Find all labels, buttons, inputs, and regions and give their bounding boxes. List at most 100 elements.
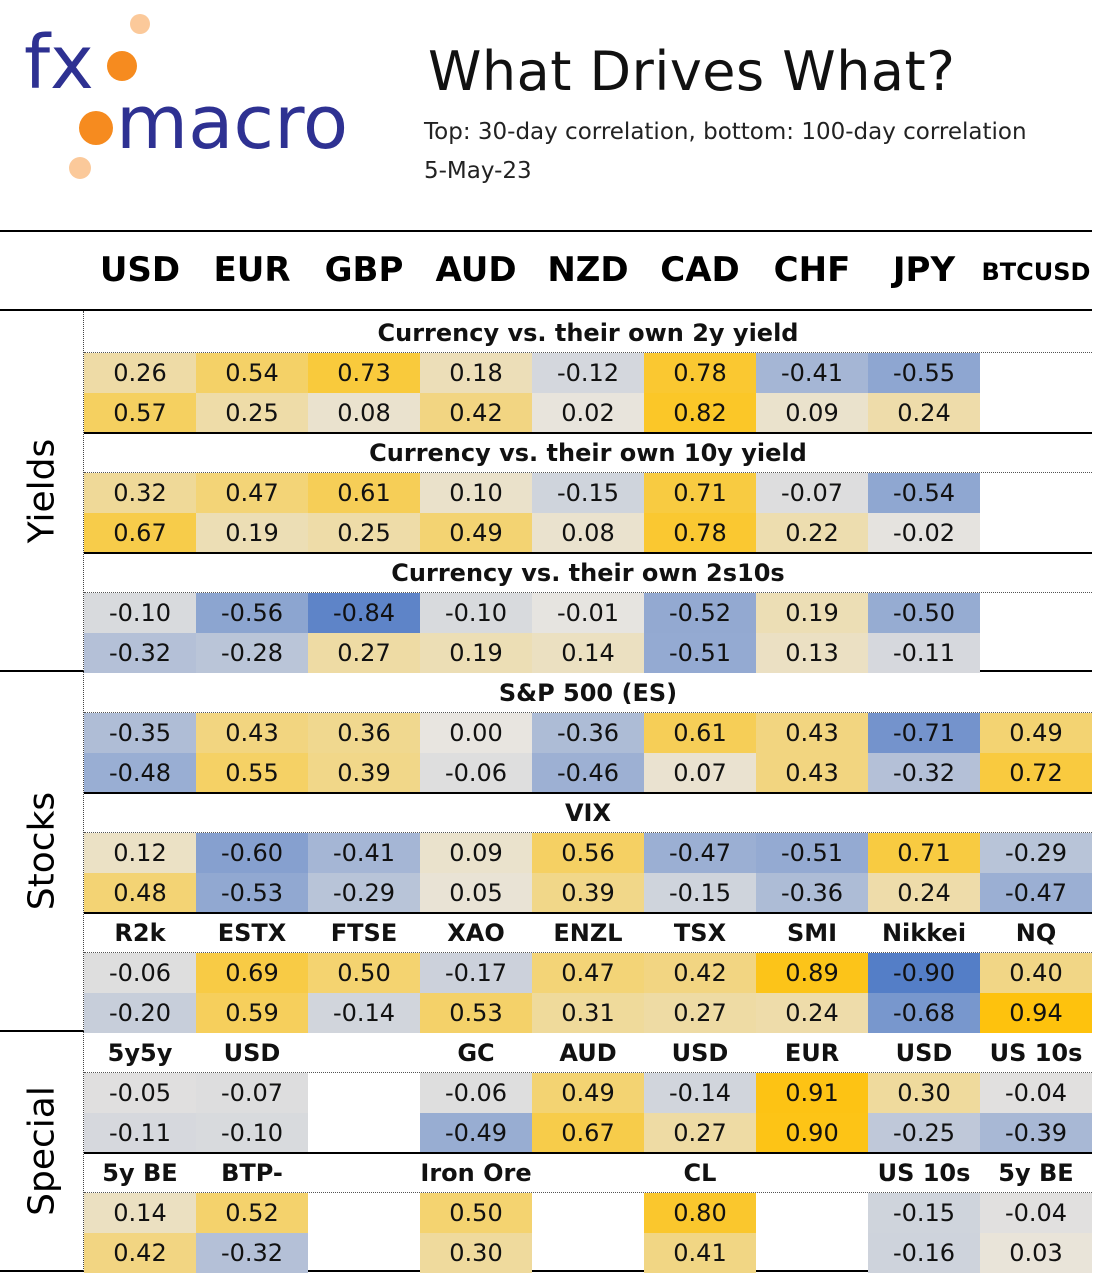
row-label: ENZL <box>553 919 623 947</box>
corr-30d-cell: 0.50 <box>308 953 420 993</box>
corr-30d-cell: -0.41 <box>308 833 420 873</box>
corr-100d-cell: -0.15 <box>644 873 756 913</box>
corr-100d-cell: 0.03 <box>980 1233 1092 1273</box>
corr-30d-cell: 0.30 <box>868 1073 980 1113</box>
row-label: CL <box>683 1159 717 1187</box>
corr-100d-cell: -0.32 <box>868 753 980 793</box>
corr-100d-cell: 0.13 <box>756 633 868 673</box>
corr-100d-cell: -0.28 <box>196 633 308 673</box>
corr-30d-cell: 0.32 <box>84 473 196 513</box>
row-label: ESTX <box>217 919 287 947</box>
corr-30d-cell: -0.01 <box>532 593 644 633</box>
corr-100d-cell: 0.14 <box>532 633 644 673</box>
corr-100d-cell: 0.78 <box>644 513 756 553</box>
corr-100d-cell: -0.53 <box>196 873 308 913</box>
corr-100d-cell: 0.27 <box>644 1113 756 1153</box>
row-divider <box>84 592 1092 593</box>
corr-30d-cell: -0.04 <box>980 1193 1092 1233</box>
header-bottom-rule <box>0 309 1092 311</box>
corr-30d-cell: -0.84 <box>308 593 420 633</box>
corr-100d-cell: 0.27 <box>308 633 420 673</box>
corr-100d-cell: -0.49 <box>420 1113 532 1153</box>
table-bottom-rule <box>0 1270 1092 1272</box>
corr-100d-cell: 0.25 <box>196 393 308 433</box>
corr-30d-cell: -0.41 <box>756 353 868 393</box>
corr-100d-cell: 0.59 <box>196 993 308 1033</box>
column-header: BTCUSD <box>981 258 1091 286</box>
corr-100d-cell: 0.82 <box>644 393 756 433</box>
corr-30d-cell: -0.50 <box>868 593 980 633</box>
corr-100d-cell: 0.49 <box>420 513 532 553</box>
corr-30d-cell: -0.51 <box>756 833 868 873</box>
corr-30d-cell: 0.12 <box>84 833 196 873</box>
corr-100d-cell: 0.09 <box>756 393 868 433</box>
row-label: SMI <box>786 919 838 947</box>
corr-100d-cell: 0.19 <box>196 513 308 553</box>
row-label: USD <box>671 1039 729 1067</box>
corr-100d-cell: -0.68 <box>868 993 980 1033</box>
corr-100d-cell: 0.72 <box>980 753 1092 793</box>
block-divider <box>84 1152 1092 1154</box>
logo-text-macro: macro <box>116 80 348 166</box>
corr-100d-cell: 0.08 <box>308 393 420 433</box>
corr-100d-cell: 0.90 <box>756 1113 868 1153</box>
corr-100d-cell: 0.05 <box>420 873 532 913</box>
corr-100d-cell: -0.29 <box>308 873 420 913</box>
row-label: TSX <box>673 919 727 947</box>
section-title: Currency vs. their own 2s10s <box>391 559 785 587</box>
corr-100d-cell: 0.55 <box>196 753 308 793</box>
corr-30d-cell: -0.55 <box>868 353 980 393</box>
corr-30d-cell: 0.26 <box>84 353 196 393</box>
corr-30d-cell: 0.49 <box>980 713 1092 753</box>
corr-30d-cell: -0.90 <box>868 953 980 993</box>
corr-100d-cell: -0.10 <box>196 1113 308 1153</box>
corr-30d-cell: 0.40 <box>980 953 1092 993</box>
corr-100d-cell: 0.43 <box>756 753 868 793</box>
corr-100d-cell: -0.11 <box>868 633 980 673</box>
corr-100d-cell: -0.14 <box>308 993 420 1033</box>
corr-100d-cell: 0.30 <box>420 1233 532 1273</box>
corr-30d-cell: 0.50 <box>420 1193 532 1233</box>
corr-30d-cell: -0.52 <box>644 593 756 633</box>
corr-30d-cell: -0.35 <box>84 713 196 753</box>
row-label: 5y5y <box>107 1039 173 1067</box>
corr-100d-cell: -0.39 <box>980 1113 1092 1153</box>
corr-100d-cell: -0.25 <box>868 1113 980 1153</box>
section-title: VIX <box>564 799 611 827</box>
row-label: R2k <box>114 919 166 947</box>
corr-100d-cell: 0.53 <box>420 993 532 1033</box>
corr-30d-cell: 0.52 <box>196 1193 308 1233</box>
row-label: 5y BE <box>998 1159 1074 1187</box>
corr-100d-cell: -0.02 <box>868 513 980 553</box>
corr-30d-cell: -0.54 <box>868 473 980 513</box>
corr-30d-cell: 0.47 <box>196 473 308 513</box>
corr-30d-cell: 0.78 <box>644 353 756 393</box>
corr-30d-cell: 0.43 <box>196 713 308 753</box>
corr-100d-cell: 0.41 <box>644 1233 756 1273</box>
corr-30d-cell: -0.10 <box>420 593 532 633</box>
column-header: NZD <box>547 250 629 290</box>
column-header: USD <box>99 250 181 290</box>
row-label: US 10s <box>877 1159 971 1187</box>
column-header: CAD <box>660 250 740 290</box>
corr-100d-cell: 0.57 <box>84 393 196 433</box>
row-label: USD <box>223 1039 281 1067</box>
corr-100d-cell: -0.48 <box>84 753 196 793</box>
row-label: BTP-BND <box>221 1159 283 1227</box>
header-top-rule <box>0 230 1092 232</box>
corr-100d-cell: -0.16 <box>868 1233 980 1273</box>
corr-100d-cell: 0.67 <box>84 513 196 553</box>
corr-100d-cell: 0.08 <box>532 513 644 553</box>
corr-30d-cell: 0.36 <box>308 713 420 753</box>
corr-100d-cell: 0.48 <box>84 873 196 913</box>
corr-30d-cell: -0.14 <box>644 1073 756 1113</box>
row-divider <box>84 472 1092 473</box>
corr-30d-cell: 0.49 <box>532 1073 644 1113</box>
row-label: GC <box>457 1039 495 1067</box>
row-label: NQ <box>1015 919 1057 947</box>
corr-30d-cell: -0.07 <box>196 1073 308 1113</box>
corr-30d-cell: 0.00 <box>420 713 532 753</box>
logo-dot <box>79 111 113 145</box>
corr-30d-cell: -0.10 <box>84 593 196 633</box>
section-title: Currency vs. their own 10y yield <box>369 439 807 467</box>
